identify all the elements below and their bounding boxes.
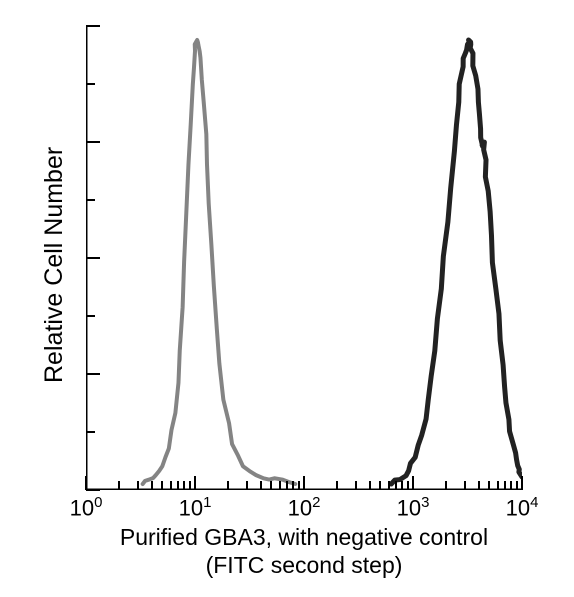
x-tick-minor: [379, 481, 381, 490]
x-tick-label: 102: [278, 494, 330, 521]
x-tick-minor: [388, 481, 390, 490]
x-tick-minor: [336, 481, 338, 490]
x-tick-label: 100: [60, 494, 112, 521]
x-tick-minor: [118, 481, 120, 490]
x-tick-minor: [516, 481, 518, 490]
x-tick-minor: [369, 481, 371, 490]
x-tick-label: 103: [387, 494, 439, 521]
y-tick-major: [86, 373, 100, 375]
x-axis-label-line1: Purified GBA3, with negative control: [76, 524, 532, 551]
series-gba3-stained: [391, 40, 522, 484]
y-tick-minor: [86, 315, 95, 317]
x-tick-minor: [478, 481, 480, 490]
x-tick-minor: [170, 481, 172, 490]
y-tick-major: [86, 489, 100, 491]
x-tick-major: [412, 476, 414, 490]
x-tick-minor: [177, 481, 179, 490]
x-tick-minor: [407, 481, 409, 490]
x-tick-minor: [445, 481, 447, 490]
x-tick-minor: [504, 481, 506, 490]
y-tick-major: [86, 25, 100, 27]
x-tick-label: 101: [169, 494, 221, 521]
y-tick-minor: [86, 83, 95, 85]
x-tick-minor: [227, 481, 229, 490]
x-tick-major: [521, 476, 523, 490]
x-tick-minor: [298, 481, 300, 490]
x-tick-label: 104: [496, 494, 548, 521]
y-tick-minor: [86, 199, 95, 201]
y-axis-label: Relative Cell Number: [40, 147, 69, 383]
plot-area: [86, 26, 522, 490]
x-tick-minor: [183, 481, 185, 490]
x-tick-minor: [355, 481, 357, 490]
histogram-svg: [86, 26, 522, 490]
x-tick-minor: [401, 481, 403, 490]
x-tick-minor: [151, 481, 153, 490]
x-tick-minor: [395, 481, 397, 490]
figure-stage: Relative Cell Number Purified GBA3, with…: [0, 0, 574, 597]
x-tick-minor: [286, 481, 288, 490]
x-tick-minor: [497, 481, 499, 490]
x-axis-label-line2: (FITC second step): [76, 552, 532, 579]
x-tick-major: [85, 476, 87, 490]
x-tick-minor: [161, 481, 163, 490]
x-tick-minor: [246, 481, 248, 490]
x-tick-minor: [189, 481, 191, 490]
x-tick-minor: [488, 481, 490, 490]
x-tick-minor: [464, 481, 466, 490]
y-tick-major: [86, 141, 100, 143]
y-tick-minor: [86, 431, 95, 433]
x-tick-minor: [292, 481, 294, 490]
x-tick-major: [194, 476, 196, 490]
x-tick-minor: [137, 481, 139, 490]
x-tick-minor: [260, 481, 262, 490]
series-negative-control: [143, 40, 296, 484]
x-tick-minor: [279, 481, 281, 490]
x-tick-minor: [510, 481, 512, 490]
x-tick-minor: [270, 481, 272, 490]
y-tick-major: [86, 257, 100, 259]
x-tick-major: [303, 476, 305, 490]
